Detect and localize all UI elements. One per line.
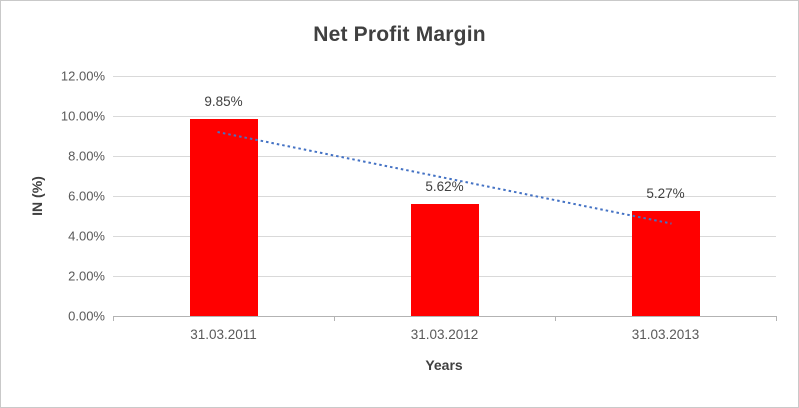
bar bbox=[631, 210, 700, 316]
y-tick-label: 0.00% bbox=[68, 308, 105, 324]
x-axis-tick-mark bbox=[334, 316, 335, 321]
chart-title: Net Profit Margin bbox=[313, 23, 486, 46]
x-axis-line bbox=[113, 316, 776, 317]
x-tick-label: 31.03.2012 bbox=[410, 327, 479, 342]
gridline bbox=[113, 76, 776, 77]
bar-value-label: 5.62% bbox=[425, 178, 464, 194]
x-axis-tick-mark bbox=[555, 316, 556, 321]
y-tick-label: 6.00% bbox=[68, 188, 105, 204]
x-axis-tick-mark bbox=[776, 316, 777, 321]
x-tick-label: 31.03.2011 bbox=[190, 327, 257, 342]
x-axis-tick-mark bbox=[113, 316, 114, 321]
y-tick-label: 10.00% bbox=[60, 108, 105, 124]
x-tick-label: 31.03.2013 bbox=[631, 327, 700, 342]
y-tick-label: 8.00% bbox=[68, 148, 105, 164]
y-tick-label: 12.00% bbox=[60, 68, 105, 84]
bar bbox=[189, 119, 258, 316]
x-axis-title: Years bbox=[425, 357, 463, 373]
gridline bbox=[113, 116, 776, 117]
y-tick-label: 2.00% bbox=[68, 268, 105, 284]
bar bbox=[410, 203, 479, 316]
y-tick-label: 4.00% bbox=[68, 228, 105, 244]
bar-value-label: 5.27% bbox=[646, 185, 685, 201]
bar-value-label: 9.85% bbox=[204, 94, 243, 109]
